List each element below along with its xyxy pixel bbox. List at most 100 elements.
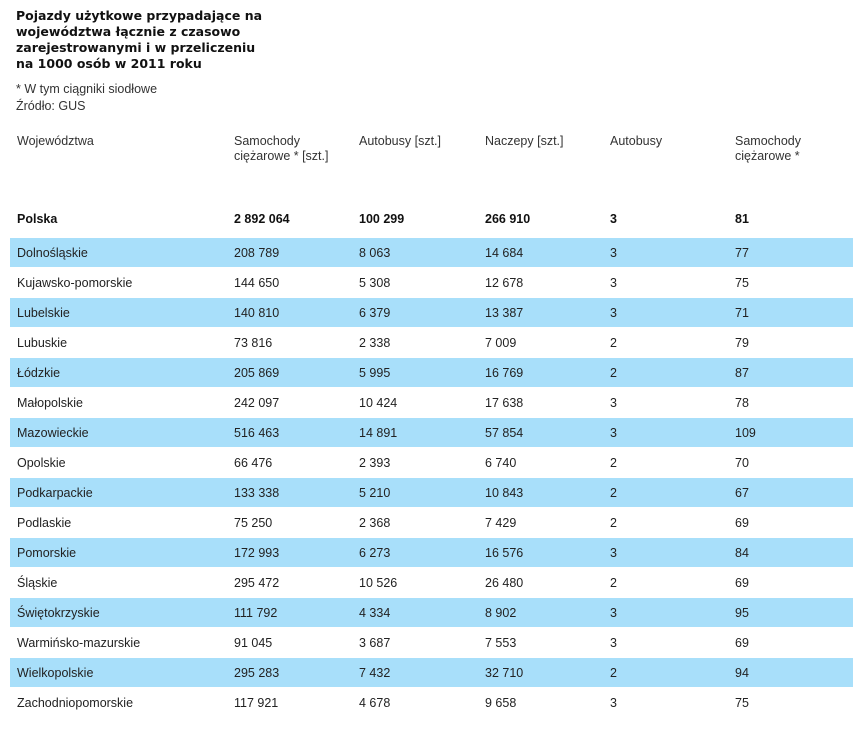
cell-trucks: 91 045 <box>234 636 273 650</box>
cell-trucks: 111 792 <box>234 606 278 620</box>
cell-buses-per-1000: 2 <box>610 366 617 380</box>
cell-voivodeship: Podkarpackie <box>17 486 93 500</box>
cell-trailers: 7 553 <box>485 636 517 650</box>
table-header: Województwa Samochody ciężarowe * [szt.]… <box>10 132 853 204</box>
total-buses: 100 299 <box>359 212 405 226</box>
cell-trucks-per-1000: 79 <box>735 336 749 350</box>
table-row: Wielkopolskie 295 283 7 432 32 710 2 94 <box>10 658 853 688</box>
header-trucks-per-1000: Samochody ciężarowe * <box>735 134 802 163</box>
source-note: Źródło: GUS <box>16 99 86 113</box>
total-trucks-per-1000: 81 <box>735 212 749 226</box>
cell-buses-per-1000: 2 <box>610 516 617 530</box>
cell-buses: 10 526 <box>359 576 398 590</box>
cell-buses-per-1000: 3 <box>610 546 617 560</box>
table-row: Warmińsko-mazurskie 91 045 3 687 7 553 3 69 <box>10 628 853 658</box>
cell-trucks: 144 650 <box>234 276 280 290</box>
cell-buses: 4 334 <box>359 606 391 620</box>
total-name: Polska <box>17 212 58 226</box>
table-row: Dolnośląskie 208 789 8 063 14 684 3 77 <box>10 238 853 268</box>
total-trailers: 266 910 <box>485 212 531 226</box>
cell-trucks: 295 472 <box>234 576 280 590</box>
cell-voivodeship: Dolnośląskie <box>17 246 88 260</box>
table-row: Mazowieckie 516 463 14 891 57 854 3 109 <box>10 418 853 448</box>
cell-trucks: 117 921 <box>234 696 279 710</box>
cell-buses-per-1000: 2 <box>610 576 617 590</box>
header-buses-per-1000: Autobusy <box>610 134 663 148</box>
header-voivodeship: Województwa <box>17 134 94 148</box>
cell-buses-per-1000: 3 <box>610 606 617 620</box>
table-row: Lubelskie 140 810 6 379 13 387 3 71 <box>10 298 853 328</box>
cell-trailers: 32 710 <box>485 666 524 680</box>
cell-buses-per-1000: 2 <box>610 486 617 500</box>
cell-trucks: 73 816 <box>234 336 273 350</box>
cell-trucks-per-1000: 75 <box>735 276 749 290</box>
cell-trucks-per-1000: 77 <box>735 246 749 260</box>
cell-buses-per-1000: 2 <box>610 336 617 350</box>
cell-trucks: 208 789 <box>234 246 280 260</box>
cell-buses: 3 687 <box>359 636 391 650</box>
cell-buses-per-1000: 3 <box>610 696 617 710</box>
table-row: Świętokrzyskie 111 792 4 334 8 902 3 95 <box>10 598 853 628</box>
table-row: Łódzkie 205 869 5 995 16 769 2 87 <box>10 358 853 388</box>
cell-voivodeship: Kujawsko-pomorskie <box>17 276 133 290</box>
cell-buses-per-1000: 3 <box>610 276 617 290</box>
header-trailers: Naczepy [szt.] <box>485 134 564 148</box>
cell-buses-per-1000: 3 <box>610 246 617 260</box>
cell-trucks: 140 810 <box>234 306 280 320</box>
cell-trailers: 10 843 <box>485 486 524 500</box>
table-row: Małopolskie 242 097 10 424 17 638 3 78 <box>10 388 853 418</box>
cell-trucks-per-1000: 67 <box>735 486 749 500</box>
cell-voivodeship: Podlaskie <box>17 516 72 530</box>
cell-trucks-per-1000: 78 <box>735 396 749 410</box>
table-row: Lubuskie 73 816 2 338 7 009 2 79 <box>10 328 853 358</box>
cell-trucks-per-1000: 75 <box>735 696 749 710</box>
table-row: Podlaskie 75 250 2 368 7 429 2 69 <box>10 508 853 538</box>
cell-trailers: 57 854 <box>485 426 524 440</box>
cell-trucks: 516 463 <box>234 426 280 440</box>
cell-trailers: 8 902 <box>485 606 517 620</box>
footnote: * W tym ciągniki siodłowe <box>16 82 158 96</box>
cell-trucks: 66 476 <box>234 456 273 470</box>
cell-voivodeship: Warmińsko-mazurskie <box>17 636 141 650</box>
cell-trailers: 9 658 <box>485 696 517 710</box>
table-row: Śląskie 295 472 10 526 26 480 2 69 <box>10 568 853 598</box>
cell-voivodeship: Mazowieckie <box>17 426 89 440</box>
cell-trailers: 16 769 <box>485 366 524 380</box>
cell-buses: 2 393 <box>359 456 391 470</box>
cell-trailers: 16 576 <box>485 546 524 560</box>
cell-voivodeship: Zachodniopomorskie <box>17 696 134 710</box>
table-body: Dolnośląskie 208 789 8 063 14 684 3 77 Kujawsk… <box>10 238 853 718</box>
table-row: Zachodniopomorskie 117 921 4 678 9 658 3 75 <box>10 688 853 718</box>
cell-trucks-per-1000: 69 <box>735 576 749 590</box>
cell-trailers: 26 480 <box>485 576 524 590</box>
cell-trucks-per-1000: 69 <box>735 516 749 530</box>
cell-buses-per-1000: 3 <box>610 306 617 320</box>
cell-trailers: 7 009 <box>485 336 517 350</box>
cell-trailers: 7 429 <box>485 516 517 530</box>
cell-buses: 5 308 <box>359 276 391 290</box>
cell-trucks-per-1000: 69 <box>735 636 749 650</box>
cell-voivodeship: Lubuskie <box>17 336 68 350</box>
cell-voivodeship: Lubelskie <box>17 306 70 320</box>
cell-buses-per-1000: 3 <box>610 426 617 440</box>
cell-voivodeship: Wielkopolskie <box>17 666 94 680</box>
table-row: Opolskie 66 476 2 393 6 740 2 70 <box>10 448 853 478</box>
cell-buses: 10 424 <box>359 396 398 410</box>
cell-trailers: 17 638 <box>485 396 524 410</box>
cell-voivodeship: Łódzkie <box>17 366 61 380</box>
cell-trucks-per-1000: 94 <box>735 666 749 680</box>
cell-trucks-per-1000: 71 <box>735 306 749 320</box>
cell-trailers: 13 387 <box>485 306 524 320</box>
table-row: Podkarpackie 133 338 5 210 10 843 2 67 <box>10 478 853 508</box>
cell-buses: 2 338 <box>359 336 391 350</box>
cell-voivodeship: Pomorskie <box>17 546 77 560</box>
cell-voivodeship: Świętokrzyskie <box>17 606 100 620</box>
cell-buses: 7 432 <box>359 666 391 680</box>
cell-trucks-per-1000: 109 <box>735 426 756 440</box>
cell-trucks: 242 097 <box>234 396 280 410</box>
cell-trucks: 172 993 <box>234 546 280 560</box>
cell-buses-per-1000: 2 <box>610 666 617 680</box>
cell-trucks-per-1000: 87 <box>735 366 749 380</box>
cell-buses: 5 995 <box>359 366 391 380</box>
cell-buses: 6 379 <box>359 306 391 320</box>
